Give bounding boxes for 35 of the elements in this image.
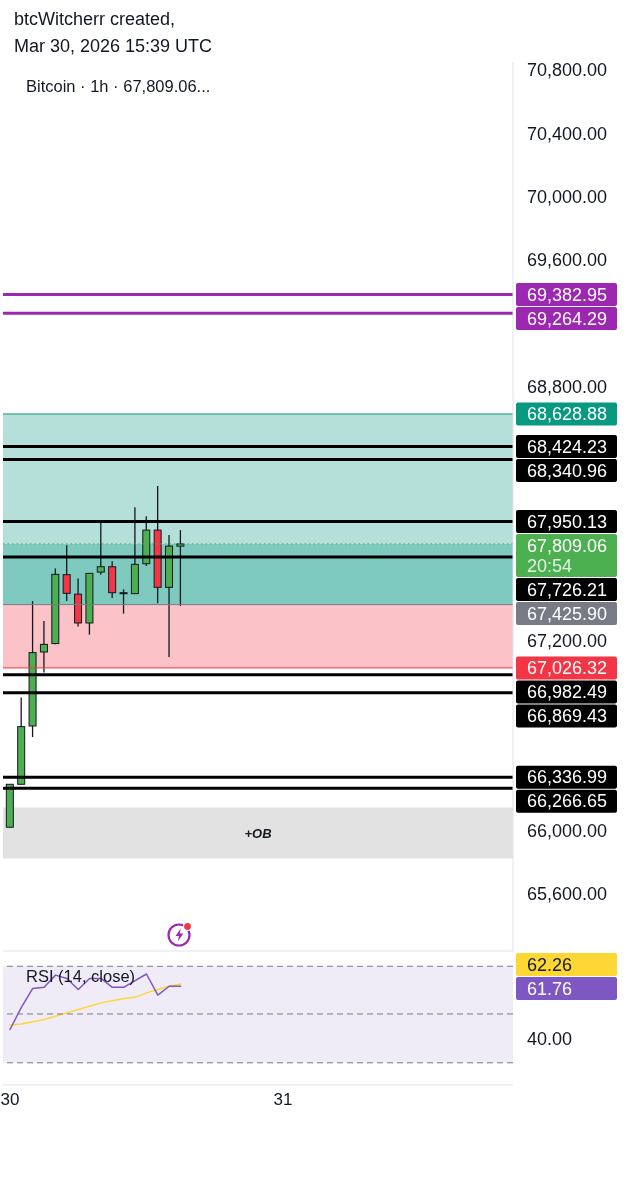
y-tick-label: 70,400.00 [527, 123, 608, 144]
text: Mar 30, 2026 15:39 UTC [14, 35, 213, 57]
y-tick-label: 66,000.00 [527, 820, 608, 841]
ref-line-label: 67,026.32 [527, 658, 608, 679]
ref-line-label: 67,425.90 [527, 603, 608, 624]
ref-line-label: 67,809.06 20:54 [527, 535, 608, 576]
x-tick-label: 30 [0, 1090, 20, 1110]
y-tick-label: 70,000.00 [527, 187, 608, 207]
x-tick-label: 31 [273, 1090, 293, 1110]
band-label: +OB [244, 825, 272, 841]
y-tick-label: 68,800.00 [527, 377, 608, 398]
ref-line-label: 66,266.65 [527, 791, 608, 812]
text: btcWitcherr created, [14, 8, 176, 30]
text: 62.26 [527, 954, 573, 975]
y-tick-label: 65,600.00 [527, 884, 608, 905]
ref-line-label: 68,424.23 [527, 436, 608, 457]
chart-title: RSI (14, close) [26, 966, 136, 985]
y-tick-label: 67,200.00 [527, 630, 608, 651]
ref-line-label: 66,336.99 [527, 767, 608, 788]
text: 40.00 [527, 1028, 573, 1049]
ref-line-label: 66,869.43 [527, 706, 608, 727]
ref-line-label: 66,982.49 [527, 682, 608, 703]
y-tick-label: 70,800.00 [527, 60, 608, 81]
ref-line-label: 67,726.21 [527, 579, 608, 600]
text: 61.76 [527, 978, 573, 999]
ref-line-label: 68,340.96 [527, 460, 608, 481]
text: Bitcoin · 1h · 67,809.06... [26, 76, 211, 95]
ref-line-label: 69,264.29 [527, 308, 608, 329]
candlestick [39, 620, 48, 674]
y-tick-label: 69,600.00 [527, 250, 608, 271]
ref-line-label: 69,382.95 [527, 284, 608, 305]
candlestick [119, 588, 128, 615]
ref-line-label: 68,628.88 [527, 404, 608, 425]
candlestick [62, 544, 71, 602]
ref-line-label: 67,950.13 [527, 511, 608, 532]
